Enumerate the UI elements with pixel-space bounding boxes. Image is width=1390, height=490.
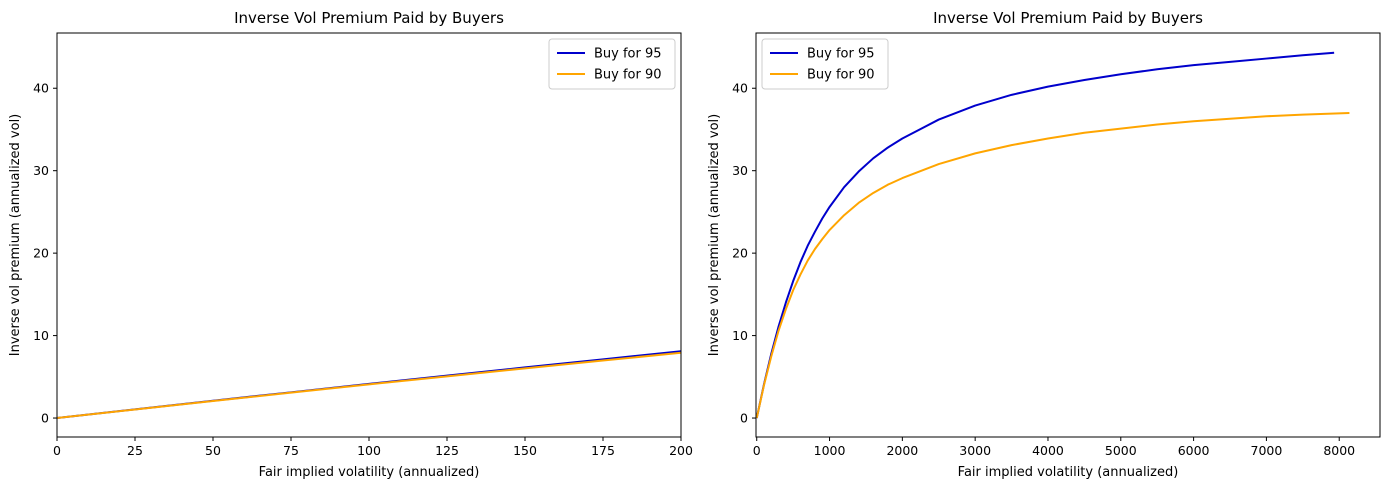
x-tick-label: 0	[753, 443, 761, 458]
x-tick-label: 150	[513, 443, 537, 458]
chart-1: 0 25 50 75 100 125 150 175 200 0 10 20 30 40 Inverse V…	[8, 9, 693, 480]
legend-label: Buy for 95	[594, 47, 662, 62]
x-tick-label: 0	[53, 443, 61, 458]
legend-label: Buy for 90	[594, 68, 662, 83]
x-tick-label: 5000	[1105, 443, 1137, 458]
chart-title: Inverse Vol Premium Paid by Buyers	[234, 9, 504, 27]
x-tick-label: 2000	[886, 443, 918, 458]
y-tick-label: 30	[33, 163, 49, 178]
legend-label: Buy for 95	[807, 47, 875, 62]
x-tick-label: 175	[591, 443, 615, 458]
x-tick-label: 50	[205, 443, 221, 458]
x-tick-label: 75	[283, 443, 299, 458]
y-tick-label: 0	[41, 411, 49, 426]
x-tick-label: 8000	[1323, 443, 1355, 458]
y-tick-label: 40	[732, 81, 748, 96]
x-tick-label: 1000	[814, 443, 846, 458]
x-tick-label: 125	[435, 443, 459, 458]
x-tick-label: 100	[357, 443, 381, 458]
y-tick-label: 40	[33, 81, 49, 96]
legend: Buy for 95 Buy for 90	[761, 38, 889, 90]
x-tick-label: 200	[669, 443, 693, 458]
x-axis-label: Fair implied volatility (annualized)	[259, 465, 480, 480]
series-line-buy-for-90	[756, 111, 1350, 419]
axes-frame	[56, 32, 682, 438]
y-tick-label: 20	[732, 246, 748, 261]
chart-title: Inverse Vol Premium Paid by Buyers	[933, 9, 1203, 27]
axes-frame	[755, 32, 1381, 438]
y-tick-label: 30	[732, 163, 748, 178]
x-tick-label: 25	[127, 443, 143, 458]
legend: Buy for 95 Buy for 90	[548, 38, 676, 90]
chart-2: 0 1000 2000 3000 4000 5000 6000 7000 8000 0 10 20 30…	[707, 9, 1381, 480]
legend-box	[761, 38, 889, 90]
y-tick-label: 0	[740, 411, 748, 426]
y-tick-label: 10	[732, 328, 748, 343]
y-tick-label: 10	[33, 328, 49, 343]
x-tick-label: 7000	[1251, 443, 1283, 458]
x-tick-label: 4000	[1032, 443, 1064, 458]
legend-box	[548, 38, 676, 90]
y-axis-label: Inverse vol premium (annualized vol)	[707, 114, 722, 357]
y-axis-label: Inverse vol premium (annualized vol)	[8, 114, 23, 357]
series-line-buy-for-95	[756, 51, 1335, 419]
x-tick-label: 3000	[959, 443, 991, 458]
x-tick-label: 6000	[1178, 443, 1210, 458]
series-line-buy-for-90	[57, 351, 681, 420]
x-axis-label: Fair implied volatility (annualized)	[958, 465, 1179, 480]
legend-label: Buy for 90	[807, 68, 875, 83]
y-tick-label: 20	[33, 246, 49, 261]
